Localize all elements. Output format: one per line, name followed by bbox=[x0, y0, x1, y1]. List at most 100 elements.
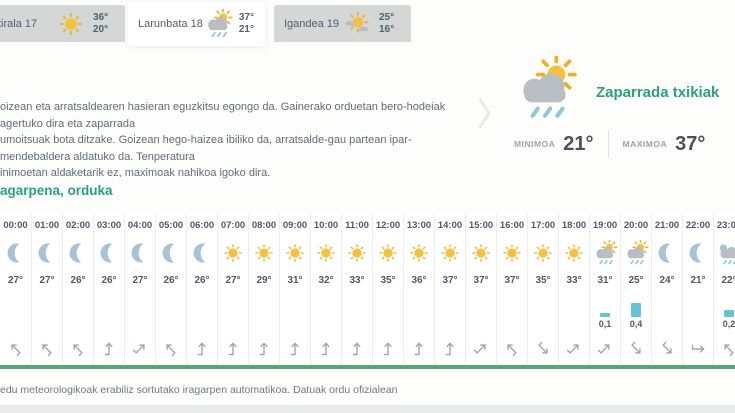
hour-time-label: 22:00 bbox=[685, 220, 711, 231]
moon-icon bbox=[158, 231, 184, 275]
sun-cloud-rain-icon bbox=[623, 231, 649, 275]
day-tab-label: Larunbata 18 bbox=[138, 18, 203, 30]
wind-arrow-icon bbox=[440, 332, 460, 365]
high-temp: 36° bbox=[93, 11, 109, 23]
day-tab-temps: 37° 21° bbox=[239, 12, 261, 36]
hour-temp: 26° bbox=[163, 275, 179, 286]
hour-time-label: 07:00 bbox=[220, 220, 246, 231]
hour-column: 21:00 24° bbox=[651, 213, 682, 365]
sun-icon bbox=[376, 231, 400, 275]
precip-cell bbox=[135, 290, 145, 332]
precip-cell bbox=[414, 290, 424, 332]
hour-temp: 32° bbox=[318, 275, 334, 286]
hour-column: 07:00 27° bbox=[217, 213, 248, 365]
moon-icon bbox=[189, 231, 215, 275]
wind-arrow-icon bbox=[347, 332, 367, 365]
precip-cell bbox=[197, 290, 207, 332]
day-tab-tirala-17[interactable]: tirala 17 36° 20° bbox=[0, 5, 125, 42]
precip-cell bbox=[11, 290, 21, 332]
precip-cell: 0,2 bbox=[723, 290, 735, 332]
precip-cell bbox=[321, 290, 331, 332]
hour-time-label: 18:00 bbox=[561, 220, 587, 231]
hour-column: 01:00 27° bbox=[31, 213, 62, 365]
footer-note: edu meteorologikoak erabiliz sortutako i… bbox=[0, 384, 398, 396]
sun-icon bbox=[345, 231, 369, 275]
moon-icon bbox=[34, 231, 60, 275]
hour-temp: 29° bbox=[256, 275, 272, 286]
hour-temp: 37° bbox=[504, 275, 520, 286]
hour-time-label: 03:00 bbox=[96, 220, 122, 231]
hour-time-label: 04:00 bbox=[127, 220, 153, 231]
moon-icon bbox=[685, 231, 711, 275]
precip-value: 0,4 bbox=[629, 319, 643, 329]
hour-column: 20:00 25° 0,4 bbox=[620, 213, 651, 365]
wind-arrow-icon bbox=[564, 332, 584, 365]
moon-icon bbox=[96, 231, 122, 275]
wind-arrow-icon bbox=[471, 332, 491, 365]
precip-cell bbox=[290, 290, 300, 332]
wind-arrow-icon bbox=[595, 332, 615, 365]
precip-bar bbox=[723, 310, 734, 317]
precip-cell bbox=[383, 290, 393, 332]
wind-arrow-icon bbox=[719, 332, 735, 365]
hour-column: 22:00 21° bbox=[682, 213, 713, 365]
hour-time-label: 05:00 bbox=[158, 220, 184, 231]
hour-column: 05:00 26° bbox=[155, 213, 186, 365]
summary-line: umoitsuak bota ditzake. Goizean hego-hai… bbox=[0, 134, 412, 163]
precip-cell bbox=[42, 290, 52, 332]
wind-arrow-icon bbox=[626, 332, 646, 365]
hour-time-label: 20:00 bbox=[623, 220, 649, 231]
precip-value: 0,2 bbox=[722, 319, 735, 329]
min-value: 21° bbox=[563, 132, 594, 155]
condition-label: Zaparrada txikiak bbox=[596, 84, 720, 101]
high-temp: 37° bbox=[238, 12, 254, 23]
precip-cell bbox=[693, 290, 703, 332]
precip-cell bbox=[662, 290, 672, 332]
wind-arrow-icon bbox=[223, 332, 243, 365]
sun-cloud-rain-icon bbox=[512, 54, 578, 127]
wind-arrow-icon bbox=[130, 332, 150, 365]
hour-column: 08:00 29° bbox=[248, 213, 279, 365]
moon-icon bbox=[127, 231, 153, 275]
day-tab-larunbata-18[interactable]: Larunbata 18 37° 21° bbox=[128, 2, 265, 46]
precip-cell bbox=[538, 290, 548, 332]
wind-arrow-icon bbox=[657, 332, 677, 365]
hour-temp: 27° bbox=[7, 275, 24, 286]
sun-icon bbox=[252, 231, 276, 275]
wind-arrow-icon bbox=[99, 332, 119, 365]
cloud-rain-icon bbox=[716, 231, 735, 275]
min-label: MINIMOA bbox=[514, 139, 556, 149]
hour-temp: 26° bbox=[70, 275, 86, 286]
hour-column: 02:00 26° bbox=[62, 213, 93, 365]
precip-cell bbox=[166, 290, 176, 332]
precip-cell bbox=[352, 290, 362, 332]
day-tab-temps: 36° 20° bbox=[93, 12, 115, 36]
hour-time-label: 08:00 bbox=[251, 220, 277, 231]
chevron-right-icon[interactable] bbox=[477, 96, 493, 135]
hour-temp: 26° bbox=[101, 275, 117, 286]
sun-cloud-rain-icon bbox=[203, 8, 233, 40]
wind-arrow-icon bbox=[6, 332, 26, 365]
wind-arrow-icon bbox=[37, 332, 57, 365]
hour-temp: 25° bbox=[628, 275, 644, 286]
hour-temp: 35° bbox=[380, 275, 396, 286]
hour-temp: 33° bbox=[566, 275, 582, 286]
hourly-heading: agarpena, orduka bbox=[0, 183, 113, 198]
moon-icon bbox=[654, 231, 680, 275]
precip-cell bbox=[476, 290, 486, 332]
forecast-summary: oizean eta arratsaldearen hasieran eguzk… bbox=[0, 99, 468, 182]
hourly-forecast-strip: 00:00 27° 01:00 27° 02:00 26° 03:00 26° bbox=[0, 213, 735, 369]
summary-line: oizean eta arratsaldearen hasieran eguzk… bbox=[0, 101, 446, 130]
summary-line: inimoetan aldaketarik ez, maximoak nahik… bbox=[0, 167, 271, 179]
precip-cell: 0,1 bbox=[599, 290, 611, 332]
hour-time-label: 17:00 bbox=[530, 220, 556, 231]
hour-time-label: 15:00 bbox=[468, 220, 494, 231]
sun-icon bbox=[562, 231, 586, 275]
day-tab-igandea-19[interactable]: Igandea 19 25° 16° bbox=[274, 5, 411, 42]
sun-icon bbox=[55, 8, 87, 40]
hour-column: 19:00 31° 0,1 bbox=[589, 213, 620, 365]
bottom-strip bbox=[0, 405, 735, 413]
hour-temp: 27° bbox=[132, 275, 148, 286]
hour-column: 14:00 37° bbox=[434, 213, 465, 365]
precip-bar bbox=[599, 313, 610, 317]
